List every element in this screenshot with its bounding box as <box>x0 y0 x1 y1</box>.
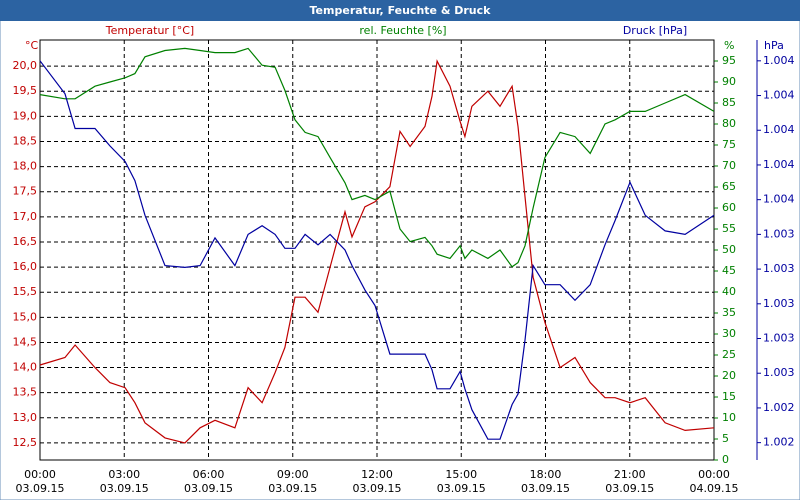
x-tick-label: 00:00 <box>698 468 730 481</box>
x-tick-label: 06:00 <box>193 468 225 481</box>
y3-tick-label: 1.003 <box>763 332 795 345</box>
x-tick-label: 09:00 <box>277 468 309 481</box>
chart-title: Temperatur, Feuchte & Druck <box>310 4 492 17</box>
y2-tick-label: 65 <box>722 180 736 193</box>
y3-tick-label: 1.004 <box>763 123 795 136</box>
y-tick-label: 17,0 <box>13 210 38 223</box>
y3-tick-label: 1.003 <box>763 366 795 379</box>
y-tick-label: 19,5 <box>13 84 38 97</box>
y-tick-label: 18,5 <box>13 134 38 147</box>
x-tick-label: 03.09.15 <box>184 482 233 495</box>
y-tick-label: 17,5 <box>13 185 38 198</box>
y2-tick-label: 0 <box>722 453 729 466</box>
y-tick-label: 15,0 <box>13 310 38 323</box>
x-tick-label: 03.09.15 <box>521 482 570 495</box>
y3-tick-label: 1.002 <box>763 401 795 414</box>
y-tick-label: 13,0 <box>13 411 38 424</box>
y-tick-label: 20,0 <box>13 59 38 72</box>
x-tick-label: 03.09.15 <box>100 482 149 495</box>
x-tick-label: 21:00 <box>614 468 646 481</box>
y2-tick-label: 55 <box>722 222 736 235</box>
y2-tick-label: 5 <box>722 432 729 445</box>
y2-tick-label: 85 <box>722 96 736 109</box>
y3-tick-label: 1.003 <box>763 297 795 310</box>
y2-tick-label: 40 <box>722 285 736 298</box>
y2-tick-label: 70 <box>722 159 736 172</box>
y2-axis-label: % <box>724 39 734 52</box>
x-tick-label: 03.09.15 <box>437 482 486 495</box>
x-tick-label: 03.09.15 <box>605 482 654 495</box>
x-tick-label: 03.09.15 <box>16 482 65 495</box>
y3-tick-label: 1.004 <box>763 193 795 206</box>
legend-label: rel. Feuchte [%] <box>359 24 446 37</box>
y-tick-label: 15,5 <box>13 285 38 298</box>
y3-axis-label: hPa <box>764 39 784 52</box>
series-line <box>39 59 715 444</box>
y2-tick-label: 15 <box>722 390 736 403</box>
legend-label: Temperatur [°C] <box>105 24 194 37</box>
y2-tick-label: 45 <box>722 264 736 277</box>
y2-tick-label: 30 <box>722 327 736 340</box>
y-tick-label: 13,5 <box>13 386 38 399</box>
x-tick-label: 12:00 <box>361 468 393 481</box>
y2-tick-label: 60 <box>722 201 736 214</box>
y2-tick-label: 90 <box>722 75 736 88</box>
y3-tick-label: 1.004 <box>763 89 795 102</box>
series-line <box>39 60 715 440</box>
y-tick-label: 19,0 <box>13 109 38 122</box>
y-tick-label: 14,0 <box>13 361 38 374</box>
y2-tick-label: 25 <box>722 348 736 361</box>
y2-tick-label: 95 <box>722 54 736 67</box>
x-tick-label: 00:00 <box>24 468 56 481</box>
y2-tick-label: 75 <box>722 138 736 151</box>
title-bar <box>0 0 800 21</box>
y-tick-label: 16,0 <box>13 260 38 273</box>
y-axis-label: °C <box>25 39 39 52</box>
y2-tick-label: 35 <box>722 306 736 319</box>
y2-tick-label: 50 <box>722 243 736 256</box>
y2-tick-label: 10 <box>722 411 736 424</box>
x-tick-label: 03.09.15 <box>353 482 402 495</box>
y3-tick-label: 1.004 <box>763 158 795 171</box>
y2-tick-label: 20 <box>722 369 736 382</box>
x-tick-label: 04.09.15 <box>690 482 739 495</box>
y3-tick-label: 1.003 <box>763 262 795 275</box>
y-tick-label: 18,0 <box>13 160 38 173</box>
x-tick-label: 03:00 <box>108 468 140 481</box>
series-line <box>39 47 715 268</box>
legend-label: Druck [hPa] <box>623 24 687 37</box>
y3-tick-label: 1.003 <box>763 227 795 240</box>
y-tick-label: 12,5 <box>13 436 38 449</box>
y-tick-label: 16,5 <box>13 235 38 248</box>
x-tick-label: 03.09.15 <box>268 482 317 495</box>
x-tick-label: 15:00 <box>445 468 477 481</box>
x-tick-label: 18:00 <box>530 468 562 481</box>
y3-tick-label: 1.002 <box>763 436 795 449</box>
y-tick-label: 14,5 <box>13 335 38 348</box>
y2-tick-label: 80 <box>722 117 736 130</box>
y3-tick-label: 1.004 <box>763 54 795 67</box>
